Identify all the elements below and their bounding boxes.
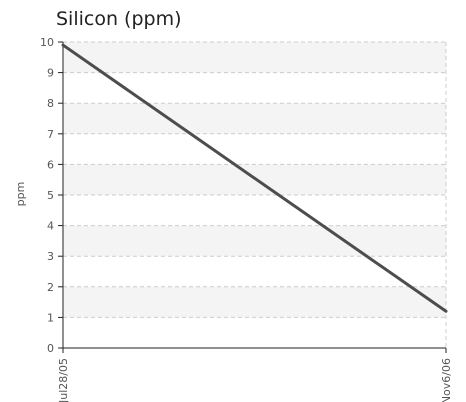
axes bbox=[58, 41, 447, 353]
plot-bands bbox=[63, 42, 446, 318]
y-tick-label: 10 bbox=[40, 36, 54, 49]
series-layer bbox=[61, 43, 448, 313]
y-tick-label: 1 bbox=[47, 311, 54, 324]
y-tick-label: 4 bbox=[47, 220, 54, 233]
x-tick-label: Nov6/06 bbox=[440, 358, 453, 402]
x-tick-label: Jul28/05 bbox=[57, 358, 70, 402]
plot-band bbox=[63, 225, 446, 257]
plot-band bbox=[63, 42, 446, 73]
y-axis-label: ppm bbox=[14, 182, 27, 207]
y-tick-label: 2 bbox=[47, 281, 54, 294]
grid-lines bbox=[62, 41, 447, 348]
y-tick-label: 7 bbox=[47, 128, 54, 141]
plot-band bbox=[63, 286, 446, 318]
y-tick-label: 5 bbox=[47, 189, 54, 202]
y-tick-label: 3 bbox=[47, 250, 54, 263]
y-tick-label: 6 bbox=[47, 158, 54, 171]
series-line bbox=[61, 43, 448, 313]
y-tick-label: 8 bbox=[47, 97, 54, 110]
chart-title: Silicon (ppm) bbox=[56, 8, 182, 30]
plot-band bbox=[63, 103, 446, 134]
y-tick-label: 0 bbox=[47, 342, 54, 355]
tick-labels: 0 1 2 3 4 5 6 7 8 9 10 Jul28/05 Nov6/06 bbox=[40, 36, 453, 402]
y-tick-label: 9 bbox=[47, 67, 54, 80]
